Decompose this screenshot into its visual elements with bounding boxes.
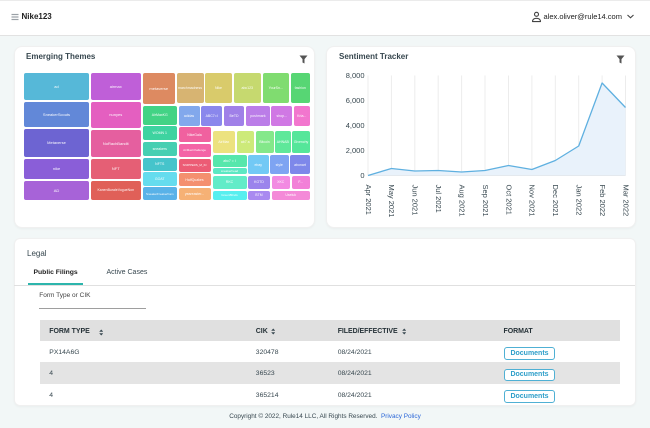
svg-text:Sep 2021: Sep 2021 (481, 185, 490, 217)
svg-text:Dec 2021: Dec 2021 (551, 185, 560, 217)
svg-text:0: 0 (360, 171, 364, 180)
svg-text:Jul 2021: Jul 2021 (434, 185, 443, 213)
svg-text:2,000: 2,000 (346, 146, 365, 155)
svg-text:Apr 2021: Apr 2021 (364, 185, 373, 215)
svg-text:Jan 2022: Jan 2022 (575, 185, 584, 216)
svg-text:8,000: 8,000 (346, 71, 365, 80)
svg-text:Aug 2021: Aug 2021 (457, 185, 466, 217)
svg-text:4,000: 4,000 (346, 121, 365, 130)
svg-text:Oct 2021: Oct 2021 (504, 185, 513, 215)
svg-text:Jun 2021: Jun 2021 (411, 185, 420, 216)
svg-text:Feb 2022: Feb 2022 (598, 185, 607, 217)
svg-text:Mar 2022: Mar 2022 (621, 185, 630, 217)
svg-text:Nov 2021: Nov 2021 (528, 185, 537, 217)
svg-text:6,000: 6,000 (346, 96, 365, 105)
svg-text:May 2021: May 2021 (387, 185, 396, 218)
